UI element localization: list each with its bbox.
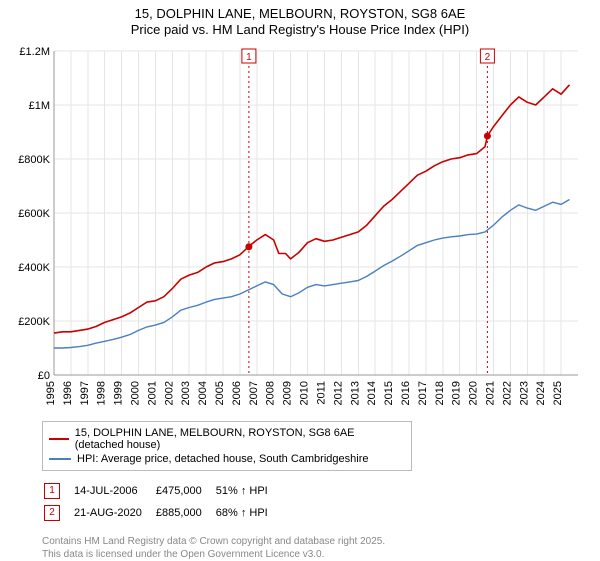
svg-text:2020: 2020 bbox=[468, 381, 480, 405]
svg-text:1999: 1999 bbox=[113, 381, 125, 405]
svg-text:£200K: £200K bbox=[18, 316, 50, 328]
svg-text:£1M: £1M bbox=[29, 100, 50, 112]
marker-delta: 68% ↑ HPI bbox=[216, 503, 280, 523]
marker-row: 2 21-AUG-2020£885,00068% ↑ HPI bbox=[44, 503, 280, 523]
svg-text:2025: 2025 bbox=[552, 381, 564, 405]
svg-text:2008: 2008 bbox=[265, 381, 277, 405]
marker-delta: 51% ↑ HPI bbox=[216, 481, 280, 501]
svg-text:2023: 2023 bbox=[518, 381, 530, 405]
marker-price: £475,000 bbox=[156, 481, 214, 501]
svg-text:2013: 2013 bbox=[349, 381, 361, 405]
svg-text:2012: 2012 bbox=[332, 381, 344, 405]
marker-badge: 2 bbox=[44, 505, 60, 521]
svg-text:2009: 2009 bbox=[282, 381, 294, 405]
attribution-line2: This data is licensed under the Open Gov… bbox=[42, 548, 586, 561]
legend: 15, DOLPHIN LANE, MELBOURN, ROYSTON, SG8… bbox=[42, 421, 412, 471]
title-address: 15, DOLPHIN LANE, MELBOURN, ROYSTON, SG8… bbox=[0, 6, 600, 22]
legend-item: 15, DOLPHIN LANE, MELBOURN, ROYSTON, SG8… bbox=[49, 426, 405, 452]
svg-text:1995: 1995 bbox=[45, 381, 57, 405]
svg-text:1996: 1996 bbox=[62, 381, 74, 405]
marker-badge: 1 bbox=[44, 483, 60, 499]
svg-text:2014: 2014 bbox=[366, 381, 378, 405]
attribution: Contains HM Land Registry data © Crown c… bbox=[42, 535, 586, 561]
svg-text:2006: 2006 bbox=[231, 381, 243, 405]
svg-text:2002: 2002 bbox=[163, 381, 175, 405]
svg-text:£600K: £600K bbox=[18, 208, 50, 220]
svg-text:2019: 2019 bbox=[451, 381, 463, 405]
svg-text:1997: 1997 bbox=[79, 381, 91, 405]
svg-text:1998: 1998 bbox=[96, 381, 108, 405]
attribution-line1: Contains HM Land Registry data © Crown c… bbox=[42, 535, 586, 548]
svg-text:2004: 2004 bbox=[197, 381, 209, 405]
svg-text:2018: 2018 bbox=[434, 381, 446, 405]
svg-text:2022: 2022 bbox=[501, 381, 513, 405]
price-chart: £0 £200K £400K £600K £800K £1M £1.2M 1995 1996 19… bbox=[14, 45, 586, 415]
marker-date: 14-JUL-2006 bbox=[74, 481, 154, 501]
marker-row: 1 14-JUL-2006£475,00051% ↑ HPI bbox=[44, 481, 280, 501]
svg-text:£0: £0 bbox=[38, 370, 50, 382]
legend-label: HPI: Average price, detached house, Sout… bbox=[77, 453, 368, 465]
svg-text:£1.2M: £1.2M bbox=[19, 46, 50, 58]
title-subtitle: Price paid vs. HM Land Registry's House … bbox=[0, 22, 600, 38]
legend-swatch bbox=[49, 438, 69, 440]
svg-text:2000: 2000 bbox=[130, 381, 142, 405]
legend-item: HPI: Average price, detached house, Sout… bbox=[49, 452, 405, 466]
svg-text:2001: 2001 bbox=[146, 381, 158, 405]
svg-text:2: 2 bbox=[485, 52, 491, 63]
svg-text:2021: 2021 bbox=[484, 381, 496, 405]
svg-text:£800K: £800K bbox=[18, 154, 50, 166]
marker-price: £885,000 bbox=[156, 503, 214, 523]
svg-text:1: 1 bbox=[246, 52, 252, 63]
svg-text:2005: 2005 bbox=[214, 381, 226, 405]
marker-date: 21-AUG-2020 bbox=[74, 503, 154, 523]
legend-swatch bbox=[49, 458, 71, 460]
svg-text:2010: 2010 bbox=[299, 381, 311, 405]
svg-text:2007: 2007 bbox=[248, 381, 260, 405]
marker-table: 1 14-JUL-2006£475,00051% ↑ HPI 2 21-AUG-202… bbox=[42, 479, 282, 525]
svg-text:2024: 2024 bbox=[535, 381, 547, 405]
svg-text:2017: 2017 bbox=[417, 381, 429, 405]
svg-text:£400K: £400K bbox=[18, 262, 50, 274]
svg-text:2015: 2015 bbox=[383, 381, 395, 405]
svg-text:2003: 2003 bbox=[180, 381, 192, 405]
svg-text:2011: 2011 bbox=[315, 381, 327, 405]
legend-label: 15, DOLPHIN LANE, MELBOURN, ROYSTON, SG8… bbox=[75, 427, 405, 451]
svg-text:2016: 2016 bbox=[400, 381, 412, 405]
